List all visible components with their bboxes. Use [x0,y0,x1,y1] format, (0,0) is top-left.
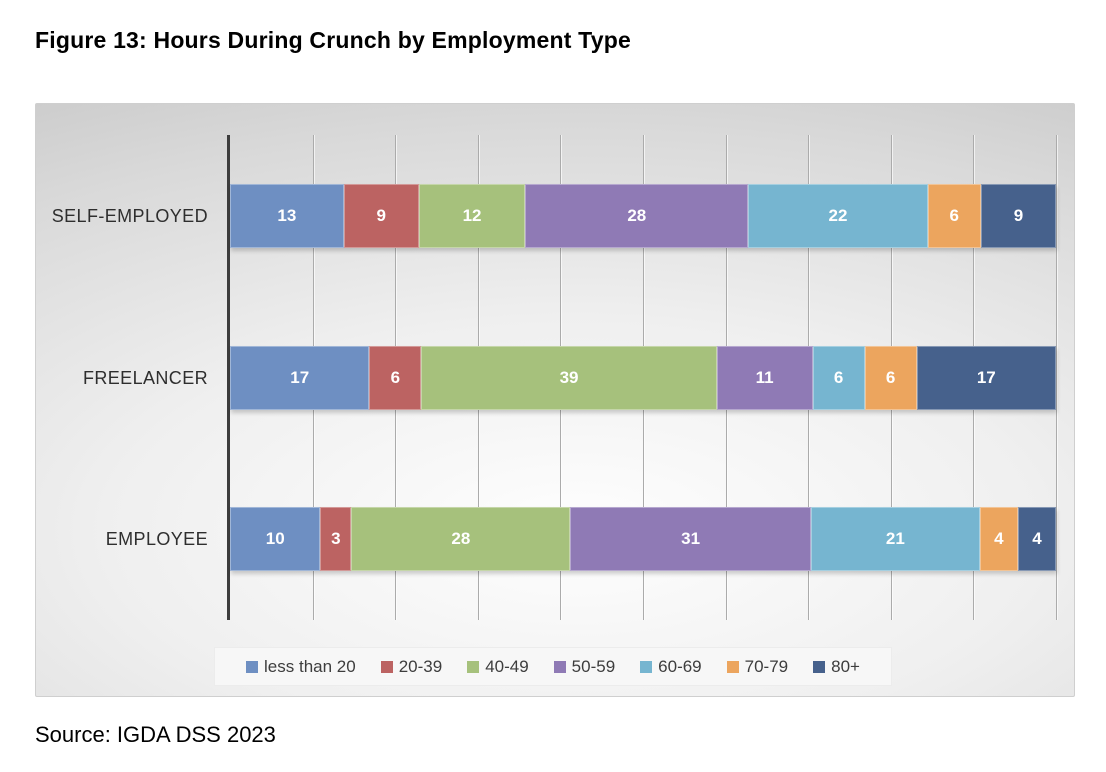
bar-segment: 22 [748,184,928,248]
legend-swatch-icon [246,660,259,673]
bar-segment: 10 [230,507,321,571]
legend-item: 20-39 [380,656,443,677]
legend-swatch-icon [813,660,826,673]
bar-segment: 6 [369,346,422,410]
legend-item: less than 20 [246,657,356,677]
bar-segment: 9 [343,184,419,248]
value-label: 39 [559,368,579,387]
legend-item: 50-59 [553,656,616,677]
legend-item: 80+ [813,657,860,677]
value-label: 17 [290,368,310,387]
legend-swatch-icon [467,660,480,673]
value-label: 31 [681,529,701,548]
legend-label: 60-69 [658,656,702,676]
bar-segment: 28 [525,184,749,248]
value-label: 11 [755,368,774,387]
bar-segment: 39 [421,346,717,410]
value-label: 28 [451,529,471,548]
category-label-employee: EMPLOYEE [105,528,208,549]
legend-label: 70-79 [744,656,789,676]
value-label: 4 [994,529,1004,548]
value-label: 17 [976,368,996,387]
bar-segment: 4 [979,507,1018,571]
legend: less than 20 20-39 40-49 50-59 60-69 70-79 80+ [214,647,892,686]
legend-swatch-icon [380,660,393,673]
value-label: 13 [277,206,297,225]
value-label: 21 [885,529,905,548]
bar-segment: 6 [927,184,981,248]
value-label: 4 [1032,529,1042,548]
bar-segment: 28 [351,507,571,571]
category-label-self-employed: SELF-EMPLOYED [51,205,208,226]
value-label: 10 [265,529,285,548]
source-note: Source: IGDA DSS 2023 [35,722,276,747]
bar-segment: 3 [320,507,352,571]
value-label: 12 [462,206,482,225]
value-label: 3 [331,529,341,548]
value-label: 6 [390,368,401,387]
bar-row-freelancer: 17 6 39 11 6 6 17 [230,346,1056,410]
bar-segment: 6 [812,346,865,410]
bar-segment: 6 [864,346,917,410]
legend-label: 80+ [831,656,860,676]
bar-segment: 17 [230,346,370,410]
legend-label: 50-59 [571,656,616,676]
value-label: 22 [828,206,848,225]
legend-swatch-icon [553,660,566,673]
legend-label: less than 20 [264,656,356,676]
bar-segment: 4 [1017,507,1056,571]
bar-row-self-employed: 13 9 12 28 22 6 9 [230,184,1056,248]
legend-swatch-icon [726,660,739,673]
bar-segment: 12 [418,184,526,248]
bar-segment: 13 [230,184,344,248]
legend-label: 40-49 [485,656,529,676]
legend-item: 60-69 [640,656,702,677]
value-label: 9 [376,206,386,225]
bar-row-employee: 10 3 28 31 21 4 4 [230,507,1056,571]
bar-segment: 17 [916,346,1056,410]
bar-segment: 9 [980,184,1056,248]
chart-area: 13 9 12 28 22 6 9 17 6 39 11 6 6 17 10 3 28 31 21 4 4 less t… [35,103,1075,697]
legend-label: 20-39 [398,656,443,676]
value-label: 6 [949,206,960,225]
legend-item: 40-49 [467,656,529,677]
value-label: 28 [627,206,647,225]
bar-segment: 21 [810,507,980,571]
legend-swatch-icon [640,660,653,673]
legend-item: 70-79 [726,656,789,677]
bar-segment: 31 [570,507,811,571]
value-label: 9 [1013,206,1024,225]
value-label: 6 [885,368,896,387]
value-label: 6 [833,368,844,387]
gridline [1056,135,1057,620]
figure-title: Figure 13: Hours During Crunch by Employ… [35,27,631,53]
bar-segment: 11 [716,346,813,410]
y-axis-line [227,135,230,620]
category-label-freelancer: FREELANCER [82,367,208,388]
